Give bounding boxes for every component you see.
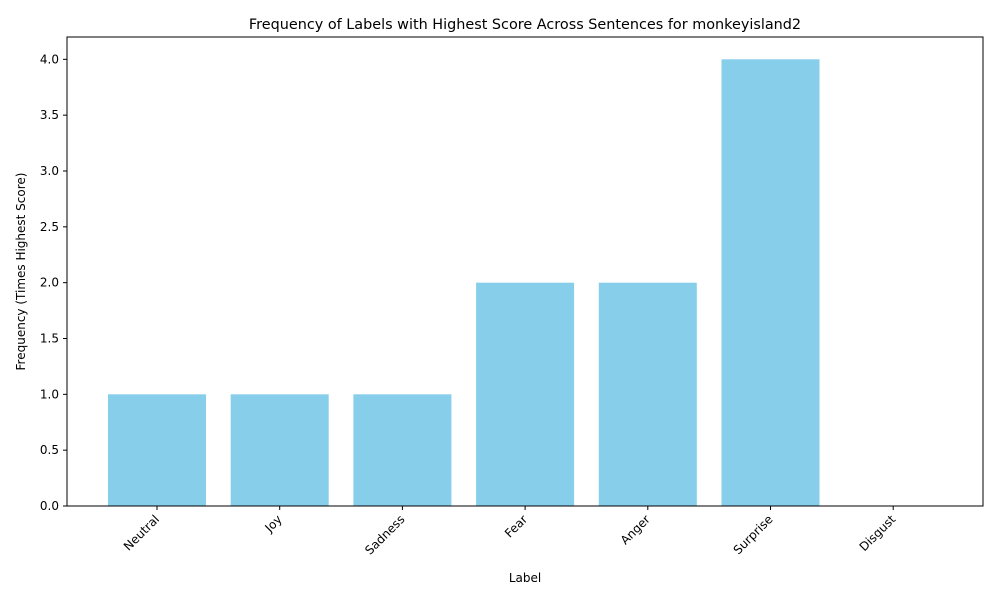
chart-title: Frequency of Labels with Highest Score A… xyxy=(249,17,801,33)
y-tick-label: 0.5 xyxy=(40,443,59,457)
x-tick-label: Disgust xyxy=(857,512,899,554)
y-axis-title: Frequency (Times Highest Score) xyxy=(14,173,28,371)
x-tick-label: Surprise xyxy=(731,512,776,557)
y-tick-label: 2.5 xyxy=(40,220,59,234)
x-axis-title: Label xyxy=(509,571,541,585)
x-tick-label: Anger xyxy=(618,512,653,547)
y-tick-label: 0.0 xyxy=(40,499,59,513)
y-axis: 0.0 0.5 1.0 1.5 2.0 2.5 3.0 3.5 4.0 xyxy=(40,52,67,513)
y-tick-label: 1.5 xyxy=(40,332,59,346)
x-tick-label: Fear xyxy=(502,512,530,540)
bar-joy xyxy=(230,394,329,506)
x-axis: Neutral Joy Sadness Fear Anger Surprise Disgus… xyxy=(121,506,899,558)
y-tick-label: 3.0 xyxy=(40,164,59,178)
bar-surprise xyxy=(721,59,820,507)
plot-frame xyxy=(66,36,984,507)
bar-neutral xyxy=(108,394,206,506)
bar-fear xyxy=(476,282,575,506)
x-tick-label: Sadness xyxy=(362,512,407,557)
bar-sadness xyxy=(353,394,452,506)
y-tick-label: 4.0 xyxy=(40,52,59,66)
x-tick-label: Neutral xyxy=(121,512,162,553)
x-tick-label: Joy xyxy=(261,512,284,535)
bar-anger xyxy=(598,282,697,506)
bars-group xyxy=(108,59,820,507)
y-tick-label: 1.0 xyxy=(40,387,59,401)
y-tick-label: 2.0 xyxy=(40,276,59,290)
y-tick-label: 3.5 xyxy=(40,108,59,122)
